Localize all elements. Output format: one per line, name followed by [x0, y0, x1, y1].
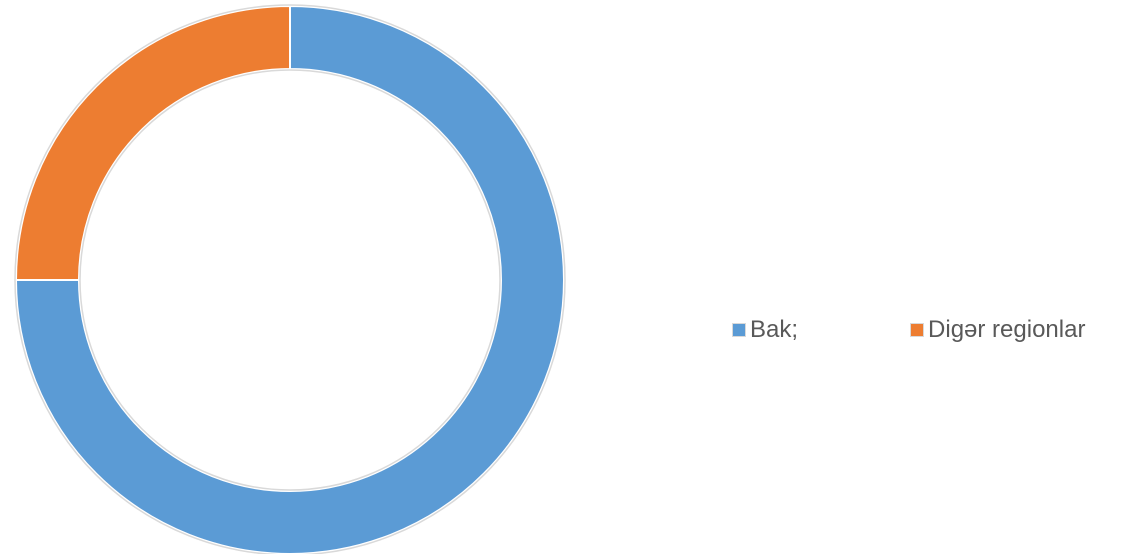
legend-label-diger-regionlar: Digər regionlar [928, 316, 1086, 343]
legend-item-bak: Bak; [732, 316, 798, 344]
legend-swatch-diger-regionlar [910, 323, 925, 337]
donut-outer-outline [14, 4, 566, 554]
slice-diger-regionlar [14, 4, 291, 281]
donut-chart [14, 4, 566, 554]
donut-inner-outline [79, 69, 501, 491]
donut-slices [14, 4, 566, 554]
legend: Bak; Digər regionlar [732, 312, 1085, 348]
legend-swatch-bak [732, 323, 746, 337]
legend-item-diger-regionlar: Digər regionlar [910, 316, 1085, 344]
legend-label-bak: Bak; [750, 316, 799, 343]
slice-bak [14, 4, 565, 554]
